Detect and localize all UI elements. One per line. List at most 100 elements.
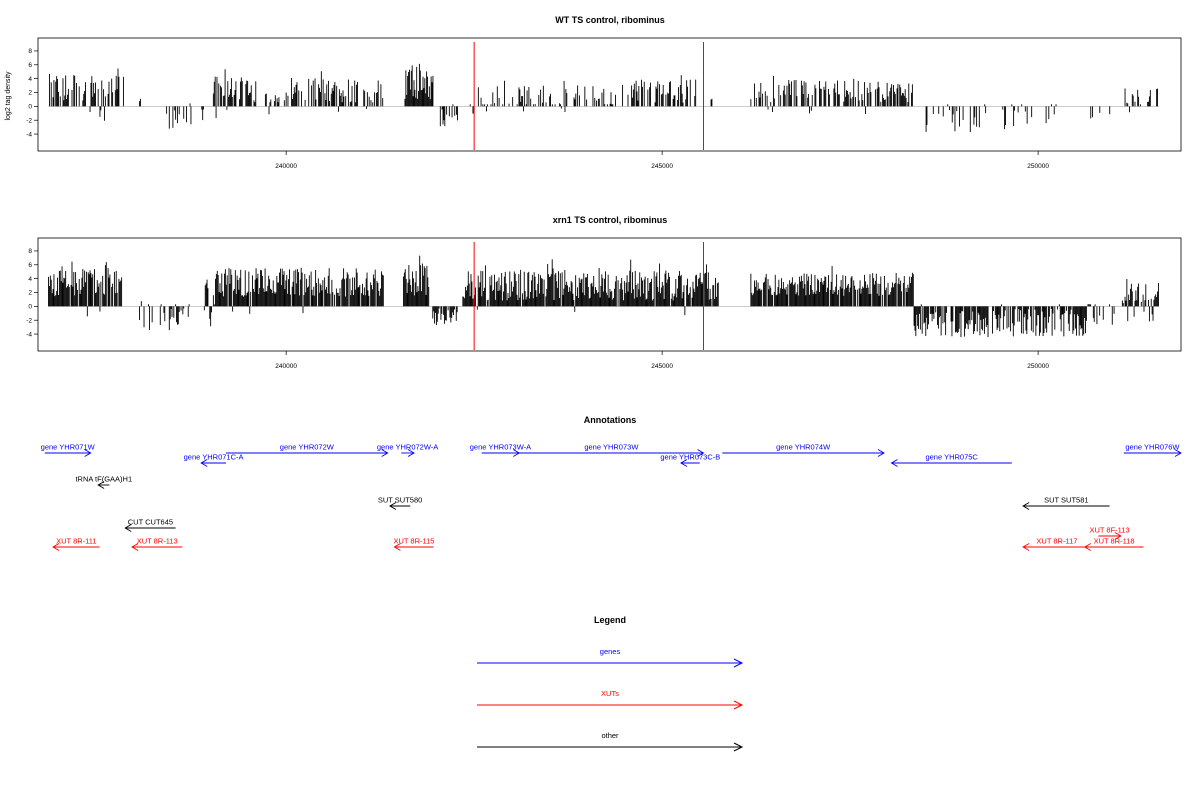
wt-panel-title: WT TS control, ribominus bbox=[555, 15, 665, 25]
annotations-title: Annotations bbox=[584, 415, 637, 425]
annotation-label: SUT SUT580 bbox=[378, 496, 422, 505]
annotation-arrowhead bbox=[389, 502, 397, 510]
legend-label: other bbox=[601, 731, 619, 740]
wt-axis-ticks: -4 -2 0 2 4 6 8 240000 245000 250000 bbox=[26, 48, 1049, 170]
legend: Legend genes XUTs other bbox=[477, 615, 744, 752]
annotation-label: gene YHR073W bbox=[584, 443, 639, 452]
annotation-label: gene YHR076W bbox=[1125, 443, 1180, 452]
annotation-feature: gene YHR073C-B bbox=[660, 453, 720, 467]
annotation-arrowhead bbox=[52, 543, 60, 551]
xrn1-axis-ticks: -4 -2 0 2 4 6 8 240000 245000 250000 bbox=[26, 248, 1049, 370]
wt-ytick-label: 8 bbox=[28, 48, 32, 55]
annotation-arrowhead bbox=[1022, 502, 1030, 510]
annotation-feature: tRNA tF(GAA)H1 bbox=[75, 475, 132, 489]
annotation-label: gene YHR072W bbox=[280, 443, 335, 452]
xrn1-xtick-label: 240000 bbox=[275, 363, 297, 370]
wt-y-axis-label: log2 tag density bbox=[5, 71, 12, 121]
xrn1-ytick-label: 6 bbox=[28, 262, 32, 269]
wt-plot-frame bbox=[37, 37, 1182, 152]
xrn1-ytick-label: 2 bbox=[28, 290, 32, 297]
annotation-feature: CUT CUT645 bbox=[124, 518, 176, 532]
annotation-arrowhead bbox=[1022, 543, 1030, 551]
annotation-label: tRNA tF(GAA)H1 bbox=[75, 475, 132, 484]
annotation-arrowhead bbox=[393, 543, 401, 551]
xrn1-ytick-label: -4 bbox=[26, 331, 32, 338]
xrn1-xtick-label: 245000 bbox=[651, 363, 673, 370]
annotation-label: XUT 8F-113 bbox=[1089, 526, 1129, 535]
annotation-label: XUT 8R-118 bbox=[1094, 537, 1135, 546]
annotation-label: CUT CUT645 bbox=[128, 518, 173, 527]
annotation-label: gene YHR072W-A bbox=[377, 443, 438, 452]
xrn1-panel: xrn1 TS control, ribominus -4 -2 0 2 4 6 8 2400… bbox=[26, 215, 1182, 370]
legend-label: genes bbox=[600, 647, 621, 656]
wt-panel: WT TS control, ribominus log2 tag densit… bbox=[5, 15, 1182, 170]
xrn1-plot-frame bbox=[37, 237, 1182, 352]
annotation-feature: XUT 8R-117 bbox=[1022, 537, 1091, 551]
annotation-feature: SUT SUT580 bbox=[378, 496, 422, 510]
wt-ytick-label: 4 bbox=[28, 76, 32, 83]
legend-item: genes bbox=[477, 647, 744, 668]
annotation-feature: gene YHR074W bbox=[722, 443, 885, 457]
legend-arrowhead bbox=[733, 700, 744, 710]
legend-arrowhead bbox=[733, 742, 744, 752]
annotation-feature: XUT 8R-111 bbox=[52, 537, 100, 551]
wt-ytick-label: 6 bbox=[28, 62, 32, 69]
annotation-arrowhead bbox=[877, 449, 885, 457]
annotation-arrowhead bbox=[131, 543, 139, 551]
annotation-arrowhead bbox=[84, 449, 92, 457]
legend-arrowhead bbox=[733, 658, 744, 668]
annotation-label: gene YHR071C-A bbox=[184, 453, 244, 462]
annotation-label: gene YHR075C bbox=[925, 453, 978, 462]
xrn1-ytick-label: 0 bbox=[28, 304, 32, 311]
legend-item: other bbox=[477, 731, 744, 752]
annotation-arrowhead bbox=[97, 481, 105, 489]
annotation-arrowhead bbox=[697, 449, 705, 457]
annotation-label: gene YHR074W bbox=[776, 443, 831, 452]
annotation-feature: gene YHR075C bbox=[890, 453, 1012, 467]
xrn1-panel-title: xrn1 TS control, ribominus bbox=[553, 215, 668, 225]
annotation-label: gene YHR071W bbox=[41, 443, 96, 452]
annotation-features: gene YHR071W gene YHR071C-A gene YHR072W ge… bbox=[41, 443, 1182, 551]
annotation-arrowhead bbox=[200, 459, 208, 467]
annotation-label: XUT 8R-115 bbox=[393, 537, 434, 546]
annotation-feature: gene YHR073W-A bbox=[470, 443, 531, 457]
wt-marker-lines bbox=[473, 42, 704, 150]
wt-xtick-label: 250000 bbox=[1027, 163, 1049, 170]
xrn1-ytick-label: 8 bbox=[28, 248, 32, 255]
annotation-arrowhead bbox=[890, 459, 898, 467]
annotation-label: XUT 8R-111 bbox=[56, 537, 96, 546]
wt-ytick-label: -2 bbox=[26, 117, 32, 124]
xrn1-ytick-label: -2 bbox=[26, 317, 32, 324]
wt-ytick-label: 2 bbox=[28, 90, 32, 97]
annotation-arrowhead bbox=[381, 449, 389, 457]
annotation-feature: gene YHR073W bbox=[519, 443, 705, 457]
wt-ytick-label: -4 bbox=[26, 131, 32, 138]
legend-item: XUTs bbox=[477, 689, 744, 710]
annotation-feature: SUT SUT581 bbox=[1022, 496, 1110, 510]
legend-title: Legend bbox=[594, 615, 626, 625]
xrn1-signal-bars bbox=[48, 255, 1160, 338]
annotation-feature: gene YHR071W bbox=[41, 443, 96, 457]
annotation-feature: gene YHR072W bbox=[225, 443, 389, 457]
annotation-feature: XUT 8R-118 bbox=[1083, 537, 1144, 551]
annotation-label: XUT 8R-113 bbox=[137, 537, 178, 546]
annotation-arrowhead bbox=[124, 524, 132, 532]
annotation-arrowhead bbox=[1174, 449, 1182, 457]
annotation-arrowhead bbox=[407, 449, 415, 457]
annotation-feature: gene YHR072W-A bbox=[377, 443, 438, 457]
annotation-arrowhead bbox=[1114, 532, 1122, 540]
legend-label: XUTs bbox=[601, 689, 619, 698]
legend-items: genes XUTs other bbox=[477, 647, 744, 752]
xrn1-marker-lines bbox=[473, 242, 704, 350]
annotation-label: XUT 8R-117 bbox=[1036, 537, 1077, 546]
annotation-arrowhead bbox=[1083, 543, 1091, 551]
annotation-arrowhead bbox=[680, 459, 688, 467]
annotation-feature: XUT 8R-115 bbox=[393, 537, 434, 551]
annotation-feature: XUT 8F-113 bbox=[1089, 526, 1130, 540]
annotation-feature: gene YHR071C-A bbox=[184, 453, 244, 467]
annotation-feature: gene YHR076W bbox=[1123, 443, 1182, 457]
wt-signal-bars bbox=[48, 63, 1160, 133]
wt-ytick-label: 0 bbox=[28, 104, 32, 111]
